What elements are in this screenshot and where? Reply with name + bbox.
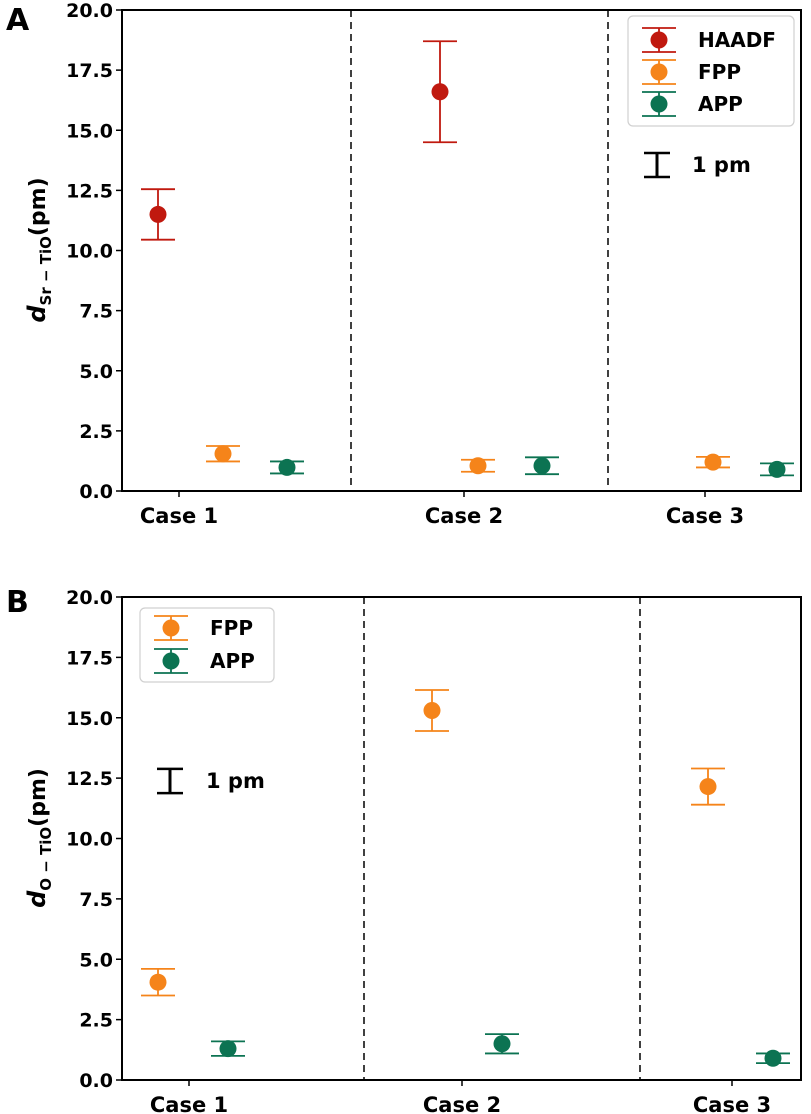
data-point [764,1049,782,1067]
data-point [219,1040,237,1058]
data-point [278,458,296,476]
x-tick-label: Case 3 [693,1093,771,1114]
data-point [469,457,487,475]
panel-label: A [6,3,30,38]
y-axis-label-unit: (pm) [26,768,51,827]
data-point [699,778,717,796]
legend-label: APP [698,92,743,116]
y-tick-label: 0.0 [79,481,113,503]
y-axis-label-subscript: O − TiO [37,827,55,891]
y-tick-label: 17.5 [66,60,113,82]
y-tick-label: 2.5 [79,1010,113,1032]
y-tick-label: 0.0 [79,1070,113,1092]
data-point [493,1035,511,1053]
legend-label: HAADF [698,28,776,52]
panel-a: A 0.0 2.5 5.0 7.5 10.0 12.5 15.0 17.5 20.0 Case 1 C… [6,0,802,528]
data-point [768,460,786,478]
y-tick-label: 5.0 [79,361,113,383]
legend-label: FPP [210,616,253,640]
panel-b: B 0.0 2.5 5.0 7.5 10.0 12.5 15.0 17.5 20.0 Case 1 C… [6,585,802,1114]
x-tick-label: Case 3 [666,504,744,528]
y-tick-label: 20.0 [66,587,113,609]
panel-label: B [6,585,29,620]
y-axis-label-main: d [23,890,51,908]
data-point [214,445,232,463]
y-tick-label: 7.5 [79,889,113,911]
legend-marker [162,619,180,637]
x-tick-label: Case 1 [140,504,218,528]
y-tick-label: 15.0 [66,120,113,142]
legend-marker [650,31,668,49]
y-tick-label: 10.0 [66,241,113,263]
y-tick-label: 5.0 [79,949,113,971]
y-tick-label: 10.0 [66,829,113,851]
x-tick-label: Case 2 [425,504,503,528]
legend-label: FPP [698,60,741,84]
plot-frame [121,9,802,492]
scale-bar-label: 1 pm [206,769,265,793]
y-axis-label-main: d [23,305,51,323]
y-tick-label: 15.0 [66,708,113,730]
y-tick-label: 17.5 [66,647,113,669]
y-axis-label-subscript: Sr − TiO [37,236,55,305]
plot-frame [121,596,802,1081]
data-point [423,702,441,720]
legend-label: APP [210,649,255,673]
y-tick-label: 20.0 [66,0,113,22]
legend-marker [650,95,668,113]
y-axis-label-unit: (pm) [26,177,51,236]
y-axis-label: dO − TiO(pm) [23,768,55,908]
y-tick-label: 7.5 [79,301,113,323]
data-point [533,457,551,475]
data-point [704,453,722,471]
data-point [149,973,167,991]
scale-bar-label: 1 pm [692,153,751,177]
y-tick-label: 2.5 [79,421,113,443]
x-tick-label: Case 1 [150,1093,228,1114]
legend-box [627,15,795,127]
y-tick-label: 12.5 [66,180,113,202]
legend-marker [162,652,180,670]
y-tick-label: 12.5 [66,768,113,790]
data-point [149,205,167,223]
x-tick-label: Case 2 [423,1093,501,1114]
legend-marker [650,63,668,81]
y-axis-label: dSr − TiO(pm) [23,177,55,322]
data-point [431,83,449,101]
